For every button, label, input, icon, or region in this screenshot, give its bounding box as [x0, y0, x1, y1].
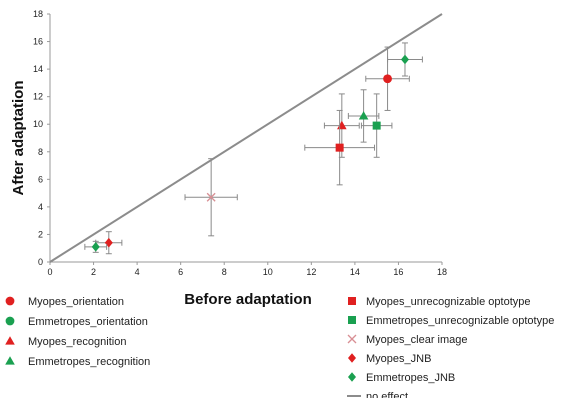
- data-point: [400, 54, 409, 65]
- x-tick-label: 16: [393, 267, 403, 277]
- y-tick-label: 16: [33, 37, 43, 47]
- data-point: [383, 74, 392, 84]
- y-axis-title: After adaptation: [10, 80, 27, 195]
- legend-item: Emmetropes_unrecognizable optotype: [348, 315, 554, 327]
- y-tick-label: 2: [38, 229, 43, 239]
- legend-label: Myopes_recognition: [28, 336, 126, 348]
- legend-label: Emmetropes_recognition: [28, 356, 150, 368]
- x-marker-stroke: [347, 334, 357, 344]
- y-tick-label: 12: [33, 92, 43, 102]
- data-point: [335, 143, 344, 152]
- x-tick-label: 0: [47, 267, 52, 277]
- y-tick-label: 4: [38, 202, 43, 212]
- legend-marker: [348, 297, 356, 305]
- x-marker-stroke: [206, 192, 216, 202]
- x-tick-label: 10: [263, 267, 273, 277]
- data-point: [91, 242, 100, 252]
- x-axis-title: Before adaptation: [184, 291, 312, 308]
- y-tick-label: 10: [33, 119, 43, 129]
- legend-marker: [5, 296, 15, 306]
- x-tick-label: 14: [350, 267, 360, 277]
- legend-item: Myopes_JNB: [348, 353, 431, 365]
- legend-marker: [347, 334, 357, 344]
- no-effect-line: [49, 13, 443, 263]
- x-tick-label: 2: [91, 267, 96, 277]
- y-tick-label: 18: [33, 9, 43, 19]
- legend-label: Myopes_clear image: [366, 334, 468, 346]
- legend-item: Myopes_recognition: [5, 336, 126, 348]
- data-point: [372, 121, 381, 130]
- legend-label: Myopes_JNB: [366, 353, 431, 365]
- legend-marker: [348, 316, 356, 324]
- legend-item: Emmetropes_orientation: [5, 316, 148, 328]
- x-tick-label: 4: [135, 267, 140, 277]
- y-tick-label: 0: [38, 257, 43, 267]
- legend-item: Myopes_orientation: [5, 296, 124, 308]
- data-point: [206, 192, 216, 202]
- y-tick-label: 14: [33, 64, 43, 74]
- legend-marker: [348, 372, 356, 382]
- legend-item: Emmetropes_recognition: [5, 356, 150, 368]
- y-tick-label: 8: [38, 147, 43, 157]
- legend-label: Myopes_orientation: [28, 296, 124, 308]
- plot-area: 0 2 4 6 8 10 12 14 16 18 0 2 4 6 8 10 12 14 16 18 Before ada…: [10, 9, 447, 308]
- legend-item: Emmetropes_JNB: [348, 372, 455, 384]
- legend-label: Emmetropes_JNB: [366, 372, 455, 384]
- legend: Myopes_orientation Emmetropes_orientation…: [5, 296, 554, 398]
- x-tick-label: 8: [222, 267, 227, 277]
- y-tick-label: 6: [38, 174, 43, 184]
- x-tick-label: 12: [306, 267, 316, 277]
- data-point: [104, 237, 113, 248]
- legend-marker: [348, 353, 356, 363]
- legend-item-no-effect: no effect: [347, 391, 408, 398]
- legend-item: Myopes_clear image: [347, 334, 468, 346]
- legend-label: no effect: [366, 391, 408, 398]
- data-point: [337, 120, 347, 130]
- legend-label: Emmetropes_unrecognizable optotype: [366, 315, 554, 327]
- data-point: [358, 111, 369, 120]
- legend-marker: [5, 356, 15, 365]
- legend-label: Myopes_unrecognizable optotype: [366, 296, 531, 308]
- legend-marker: [5, 336, 15, 345]
- x-tick-label: 18: [437, 267, 447, 277]
- legend-marker: [5, 316, 15, 326]
- legend-item: Myopes_unrecognizable optotype: [348, 296, 531, 308]
- x-tick-label: 6: [178, 267, 183, 277]
- legend-label: Emmetropes_orientation: [28, 316, 148, 328]
